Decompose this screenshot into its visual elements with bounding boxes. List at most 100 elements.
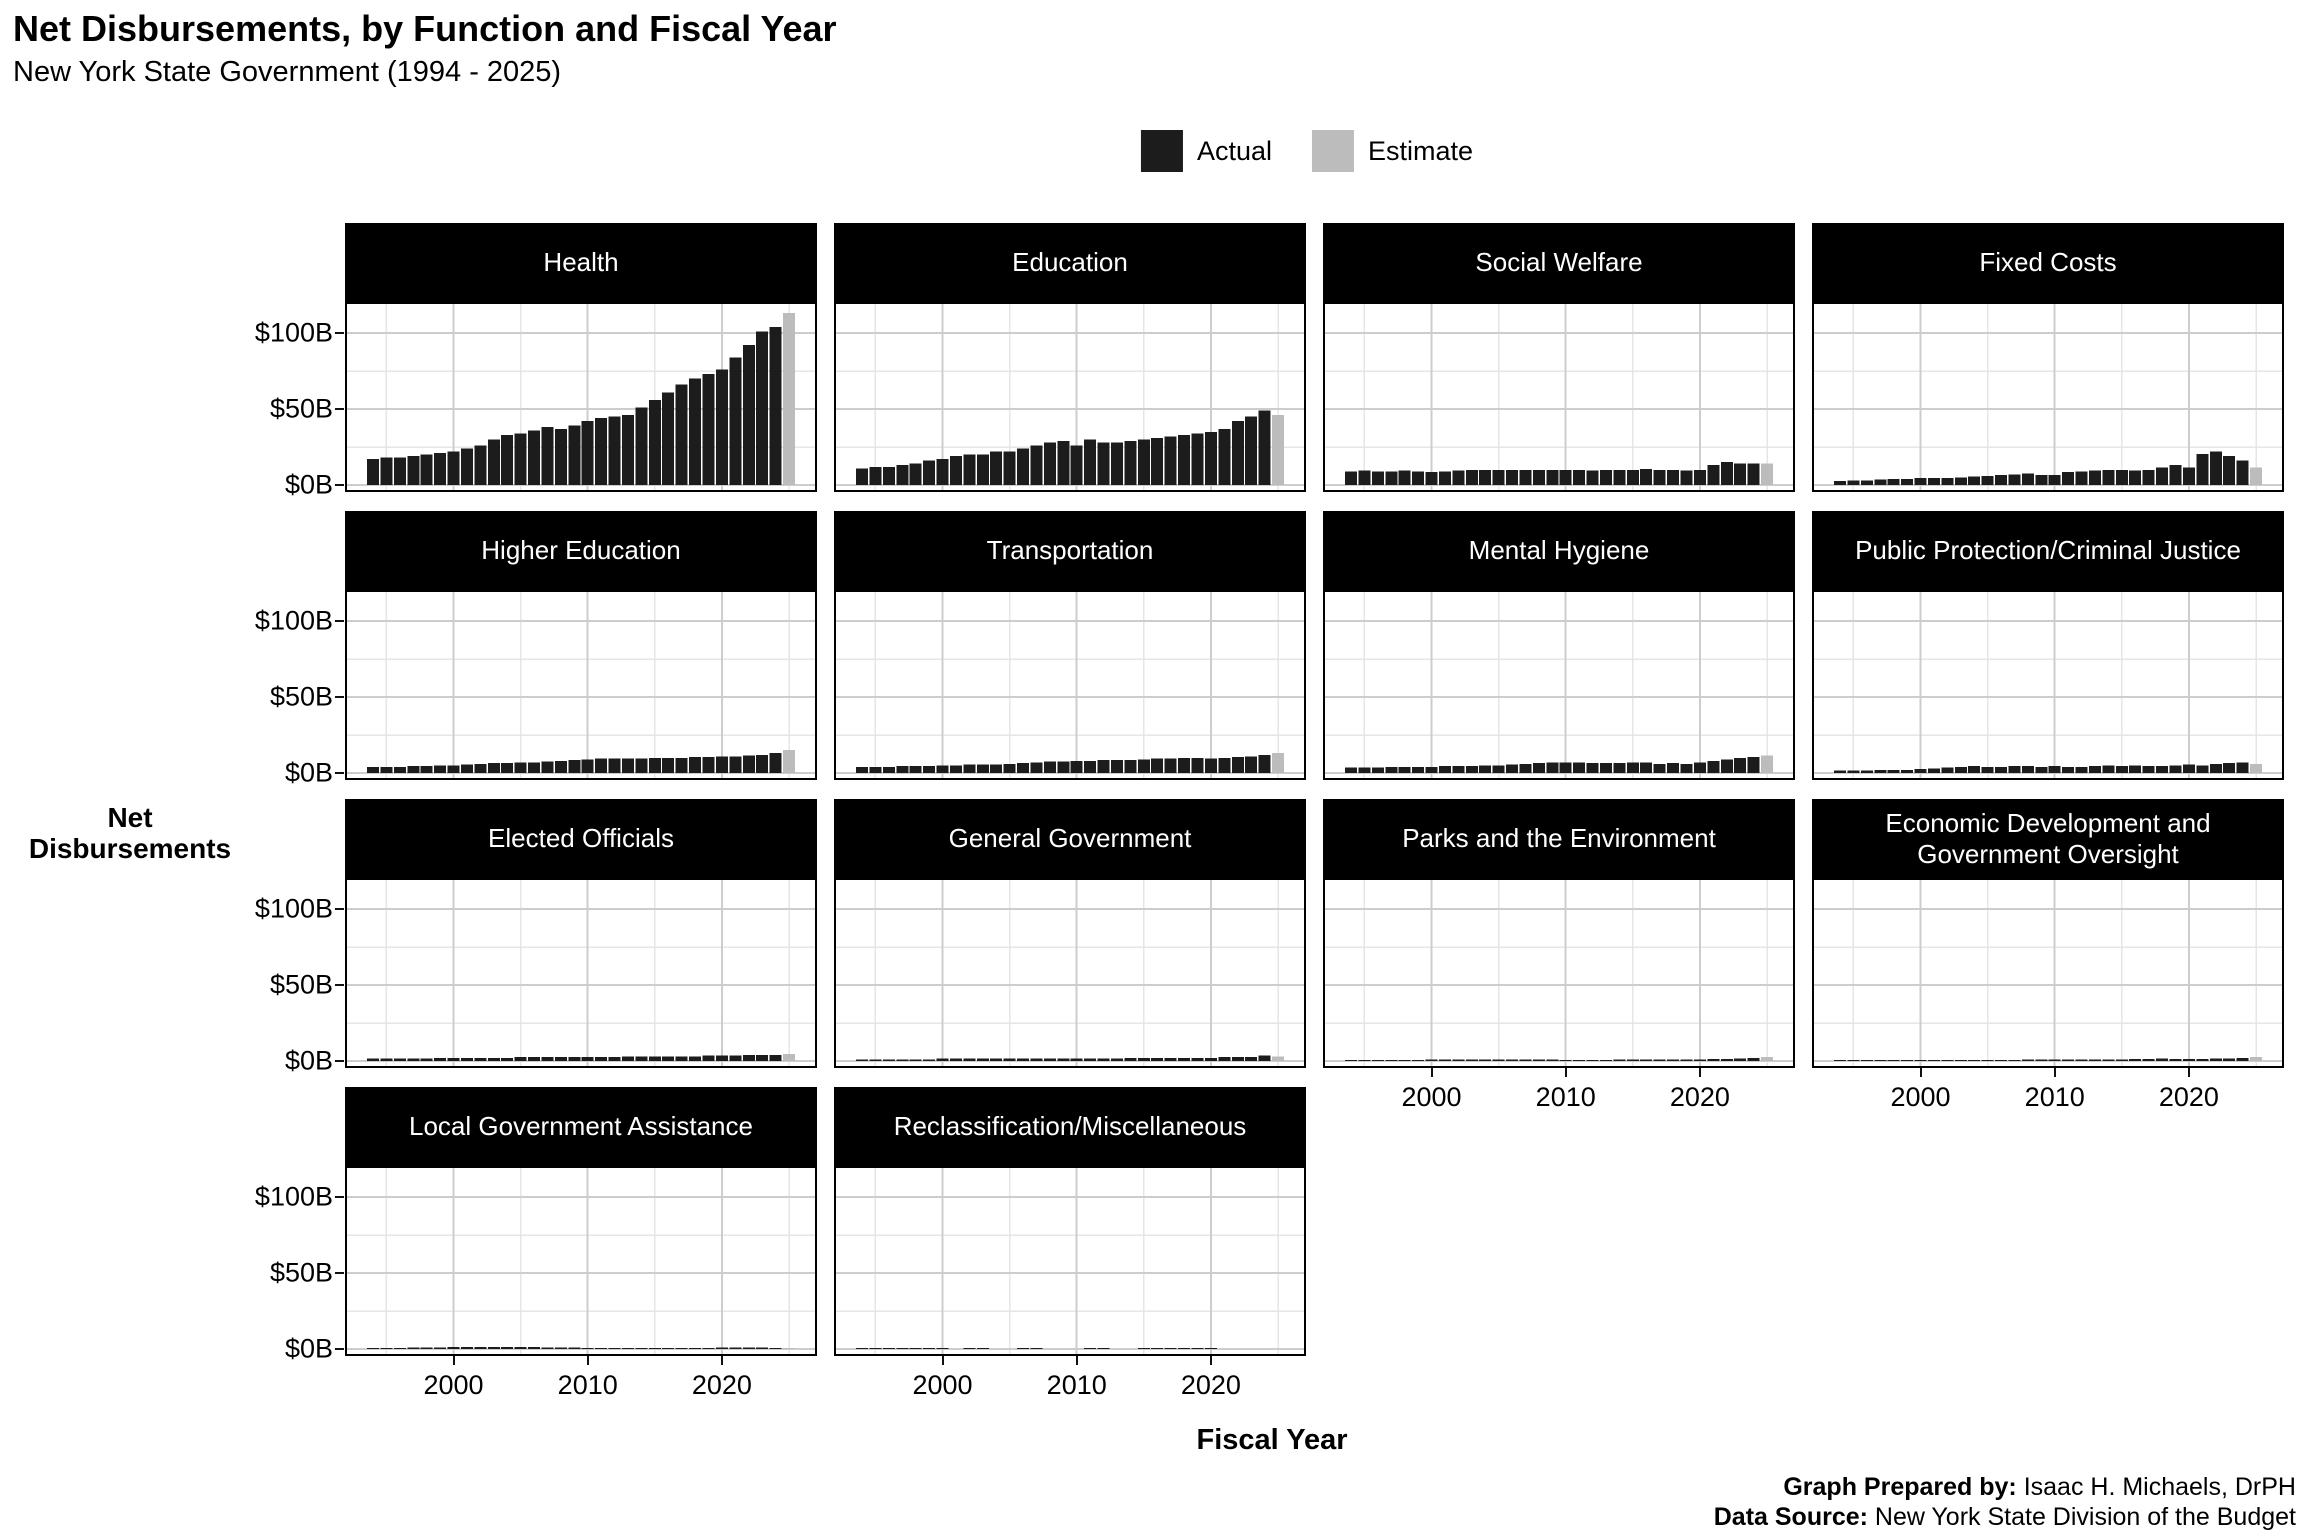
- facet-health: Health: [345, 223, 817, 492]
- bar: [1465, 766, 1478, 773]
- bar: [1245, 1057, 1258, 1061]
- bar: [367, 1347, 379, 1349]
- bar: [2035, 1059, 2048, 1061]
- bar: [909, 1347, 922, 1349]
- bar: [568, 425, 581, 485]
- bar: [1954, 766, 1967, 773]
- bar: [2008, 766, 2021, 773]
- bar: [2088, 470, 2101, 485]
- bar: [2048, 766, 2061, 773]
- bar: [1345, 1059, 1357, 1061]
- bar: [501, 763, 514, 773]
- bar: [420, 1347, 433, 1349]
- bar: [1191, 1347, 1204, 1349]
- x-tick-mark: [1209, 1356, 1212, 1365]
- bar: [1693, 762, 1706, 773]
- y-tick-mark: [335, 1272, 344, 1274]
- bar: [407, 1058, 420, 1061]
- facet-title: Public Protection/Criminal Justice: [1855, 535, 2241, 566]
- facet-header: Health: [345, 223, 817, 302]
- facet-local-government-assistance: Local Government Assistance: [345, 1087, 817, 1356]
- facet-canvas: [345, 1166, 817, 1356]
- facet-plot: [1812, 302, 2284, 492]
- bar: [1164, 1347, 1177, 1349]
- caption-data-source: Data Source: New York State Division of …: [1713, 1503, 2296, 1531]
- facet-title: Parks and the Environment: [1402, 823, 1716, 854]
- bars: [1834, 762, 2263, 773]
- bar: [675, 384, 688, 485]
- x-axis-title: Fiscal Year: [1196, 1424, 1348, 1456]
- bar: [407, 1347, 420, 1349]
- facet-title: Economic Development and Government Over…: [1885, 807, 2211, 869]
- bar: [434, 1057, 447, 1061]
- bar: [608, 1057, 621, 1061]
- bar: [1043, 1058, 1056, 1061]
- bar: [1164, 758, 1177, 773]
- bar: [2008, 1059, 2021, 1061]
- bar: [393, 766, 406, 773]
- bar: [1968, 1059, 1981, 1061]
- facet-header: Local Government Assistance: [345, 1087, 817, 1166]
- bar: [1995, 766, 2008, 773]
- bars: [367, 1347, 796, 1349]
- bar: [1003, 1058, 1016, 1061]
- bar: [963, 1347, 976, 1349]
- bar: [1653, 763, 1666, 773]
- bar: [662, 392, 675, 485]
- bar: [2169, 465, 2182, 485]
- facet-header: Social Welfare: [1323, 223, 1795, 302]
- bar: [976, 764, 989, 773]
- bar: [1030, 1058, 1043, 1061]
- bar: [909, 463, 922, 485]
- facet-canvas: [345, 302, 817, 492]
- bar: [769, 753, 782, 773]
- bar: [1546, 469, 1559, 485]
- x-tick-label: 2020: [1180, 1370, 1241, 1400]
- bar: [1847, 480, 1860, 485]
- bar: [1626, 762, 1639, 773]
- facet-title: Local Government Assistance: [409, 1111, 753, 1142]
- bar: [702, 1055, 715, 1061]
- bar: [1747, 1057, 1760, 1061]
- bar: [541, 1347, 554, 1349]
- bar: [1914, 769, 1927, 773]
- bar: [1218, 1057, 1231, 1061]
- x-tick-mark: [1075, 1356, 1078, 1365]
- bar: [856, 1059, 868, 1061]
- bar: [769, 326, 782, 485]
- bar: [460, 1057, 473, 1061]
- bar: [1860, 1059, 1873, 1061]
- bar: [936, 765, 949, 773]
- bar: [1532, 1059, 1545, 1061]
- bar: [1847, 1059, 1860, 1061]
- bar: [729, 1055, 742, 1061]
- bar: [568, 1057, 581, 1061]
- bar: [1927, 1059, 1940, 1061]
- bar: [554, 760, 567, 773]
- facet-title: Education: [1012, 247, 1128, 278]
- bar: [1097, 1058, 1110, 1061]
- facet-canvas: [1812, 590, 2284, 780]
- bar: [393, 1058, 406, 1061]
- bar: [648, 399, 661, 485]
- y-axis-title: Net Disbursements: [8, 802, 252, 865]
- bar: [1626, 1059, 1639, 1061]
- x-tick-mark: [1430, 1068, 1433, 1077]
- bar: [1151, 1347, 1164, 1349]
- bar: [1479, 469, 1492, 485]
- bars: [856, 1055, 1285, 1061]
- bar: [1834, 481, 1846, 485]
- y-tick-mark: [335, 332, 344, 334]
- bar: [923, 460, 936, 485]
- bar: [689, 1056, 702, 1061]
- bar: [2223, 456, 2236, 485]
- bar: [1479, 1059, 1492, 1061]
- bar: [1653, 469, 1666, 485]
- bar: [1981, 766, 1994, 773]
- bar: [675, 1347, 688, 1349]
- x-tick-mark: [2187, 1068, 2190, 1077]
- legend: Actual Estimate: [1140, 130, 1499, 172]
- bar: [756, 1054, 769, 1061]
- bar: [447, 1057, 460, 1061]
- facet-canvas: [1323, 302, 1795, 492]
